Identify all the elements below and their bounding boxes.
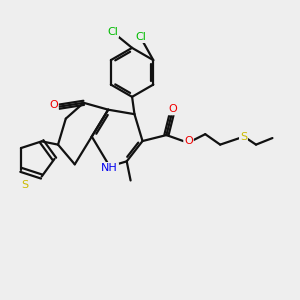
Text: S: S xyxy=(22,180,29,190)
Text: Cl: Cl xyxy=(135,32,146,42)
Text: O: O xyxy=(169,104,177,114)
Text: O: O xyxy=(49,100,58,110)
Text: O: O xyxy=(184,136,193,146)
Text: NH: NH xyxy=(101,163,118,173)
Text: S: S xyxy=(240,132,247,142)
Text: Cl: Cl xyxy=(107,27,118,37)
